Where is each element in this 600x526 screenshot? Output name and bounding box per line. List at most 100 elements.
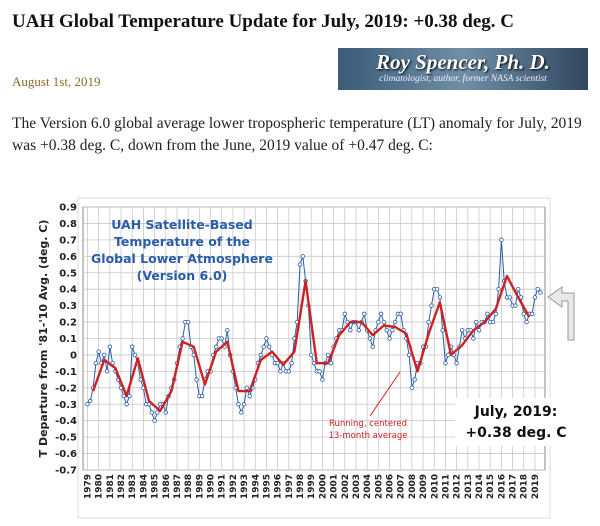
annotation: Running, centered	[329, 419, 407, 429]
data-point	[102, 352, 107, 358]
x-tick-label: 1990	[207, 474, 217, 499]
paragraph: The Version 6.0 global average lower tro…	[12, 115, 582, 154]
data-point	[225, 328, 230, 333]
data-point	[300, 254, 306, 259]
x-tick-label: 1981	[106, 474, 116, 499]
data-point	[107, 344, 113, 349]
post-title[interactable]: UAH Global Temperature Update for July, …	[12, 11, 515, 32]
data-point	[348, 328, 353, 333]
y-tick-label: -0.5	[55, 433, 77, 444]
x-tick-label: 2011	[441, 474, 451, 499]
data-point	[104, 369, 110, 374]
data-point	[392, 319, 398, 325]
x-tick-label: 2018	[520, 474, 530, 499]
data-point	[367, 336, 373, 341]
x-tick-label: 1999	[307, 474, 317, 499]
data-point	[219, 336, 224, 341]
data-point	[460, 328, 465, 333]
x-tick-label: 2000	[318, 474, 328, 499]
data-point	[356, 328, 361, 333]
annotation: +0.38 deg. C	[465, 425, 566, 441]
data-point	[515, 286, 521, 292]
x-tick-label: 1986	[162, 474, 172, 499]
x-tick-label: 2010	[430, 474, 440, 499]
banner[interactable]: Roy Spencer, Ph. D. climatologist, autho…	[338, 48, 588, 90]
x-tick-label: 2007	[397, 474, 407, 499]
x-tick-label: 2017	[509, 474, 519, 499]
x-tick-label: 2016	[497, 474, 507, 499]
y-tick-label: 0.1	[59, 334, 77, 345]
data-point	[381, 319, 387, 325]
x-tick-label: 1991	[218, 474, 228, 499]
data-point	[93, 360, 99, 366]
data-point	[496, 286, 501, 292]
data-point	[384, 328, 389, 333]
data-point	[88, 398, 93, 404]
y-tick-label: -0.4	[55, 416, 77, 427]
x-tick-label: 1992	[229, 474, 239, 499]
data-point	[521, 311, 526, 317]
data-point	[437, 295, 443, 300]
x-tick-label: 2003	[352, 474, 362, 499]
data-point	[275, 360, 280, 366]
chart-title: UAH Satellite-Based	[111, 217, 252, 232]
data-point	[325, 352, 331, 358]
y-tick-label: 0.4	[59, 285, 77, 296]
x-tick-label: 1985	[151, 474, 161, 499]
data-point	[490, 319, 496, 325]
data-point	[261, 344, 266, 349]
data-point	[85, 402, 90, 407]
data-point	[426, 319, 431, 325]
x-tick-label: 2013	[464, 474, 474, 499]
x-tick-label: 2014	[475, 474, 485, 499]
x-tick-label: 2015	[486, 474, 496, 499]
data-point	[499, 237, 504, 243]
y-tick-label: 0.8	[59, 219, 77, 230]
data-point	[185, 319, 191, 325]
data-point	[362, 311, 367, 317]
data-point	[244, 385, 250, 391]
x-tick-label: 2008	[408, 474, 418, 499]
x-tick-label: 2002	[341, 474, 351, 499]
data-point	[443, 360, 448, 366]
series-line	[91, 274, 531, 412]
y-tick-label: -0.1	[55, 367, 77, 378]
x-tick-label: 1993	[240, 474, 250, 499]
data-point	[180, 336, 185, 341]
data-point	[149, 410, 154, 415]
x-tick-label: 1997	[285, 474, 295, 499]
annotation: July, 2019:	[474, 404, 558, 420]
x-tick-label: 1994	[251, 474, 261, 499]
y-tick-label: -0.2	[55, 383, 77, 394]
x-tick-label: 1988	[184, 474, 194, 499]
data-point	[342, 311, 347, 317]
x-tick-label: 1987	[173, 474, 183, 499]
banner-name: Roy Spencer, Ph. D.	[376, 50, 550, 74]
data-point	[199, 393, 205, 399]
y-tick-label: -0.6	[55, 449, 77, 460]
data-point	[493, 311, 498, 317]
data-point	[130, 344, 135, 349]
x-tick-label: 2004	[363, 474, 373, 499]
x-tick-label: 1995	[262, 474, 272, 499]
y-tick-label: 0.9	[59, 203, 77, 214]
chart-title: Temperature of the	[114, 234, 250, 249]
y-tick-label: 0	[70, 350, 77, 361]
x-tick-label: 1979	[83, 474, 93, 499]
data-point	[278, 369, 283, 374]
data-point	[454, 360, 459, 366]
data-point	[378, 311, 384, 317]
data-point	[264, 336, 269, 341]
data-point	[434, 286, 440, 292]
x-tick-label: 2009	[419, 474, 429, 499]
data-point	[446, 352, 451, 358]
data-point	[376, 319, 381, 325]
x-tick-label: 2012	[453, 474, 463, 499]
data-point	[409, 385, 415, 391]
data-point	[241, 402, 247, 407]
arrow	[547, 286, 575, 341]
data-point	[297, 262, 303, 267]
data-point	[213, 344, 219, 349]
x-tick-label: 1984	[139, 474, 149, 499]
